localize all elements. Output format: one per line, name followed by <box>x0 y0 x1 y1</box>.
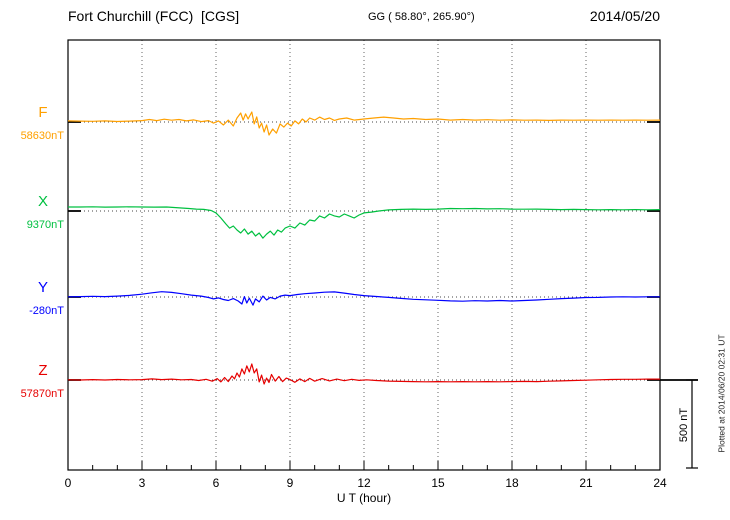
x-axis-label: U T (hour) <box>336 491 392 505</box>
component-label-Y: Y <box>37 279 48 296</box>
component-baseline-value-Z: 57870nT <box>20 388 64 400</box>
x-tick-label: 6 <box>213 476 220 490</box>
component-label-Z: Z <box>38 362 48 379</box>
scale-bar-label: 500 nT <box>678 407 690 443</box>
component-label-F: F <box>38 104 48 121</box>
plotted-at-note: Plotted at 2014/06/20 02:31 UT <box>716 334 727 453</box>
station-title: Fort Churchill (FCC) [CGS] <box>68 8 240 24</box>
x-tick-label: 15 <box>431 476 445 490</box>
trace-F <box>67 111 661 136</box>
x-tick-label: 9 <box>287 476 294 490</box>
x-tick-label: 12 <box>357 476 371 490</box>
trace-Y <box>67 291 660 306</box>
geo-coordinates: GG ( 58.80°, 265.90°) <box>368 11 475 23</box>
x-tick-label: 0 <box>65 476 72 490</box>
x-tick-label: 3 <box>139 476 146 490</box>
x-tick-label: 21 <box>579 476 593 490</box>
component-baseline-value-Y: -280nT <box>29 305 64 317</box>
trace-Z <box>67 363 660 385</box>
plot-date: 2014/05/20 <box>589 8 660 24</box>
trace-X <box>68 206 661 239</box>
component-label-X: X <box>37 193 48 210</box>
component-baseline-value-X: 9370nT <box>26 219 64 231</box>
component-baseline-value-F: 58630nT <box>20 130 64 142</box>
x-tick-label: 18 <box>505 476 519 490</box>
x-tick-label: 24 <box>653 476 667 490</box>
